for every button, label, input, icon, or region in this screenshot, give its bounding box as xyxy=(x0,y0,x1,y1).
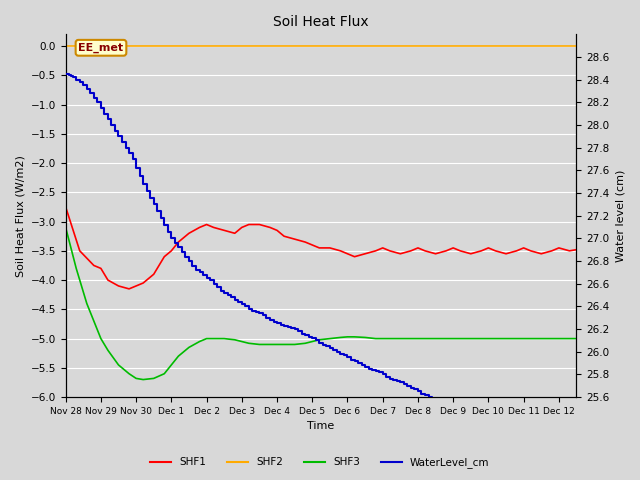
Legend: SHF1, SHF2, SHF3, WaterLevel_cm: SHF1, SHF2, SHF3, WaterLevel_cm xyxy=(146,453,494,472)
Text: EE_met: EE_met xyxy=(79,43,124,53)
Title: Soil Heat Flux: Soil Heat Flux xyxy=(273,15,369,29)
Y-axis label: Soil Heat Flux (W/m2): Soil Heat Flux (W/m2) xyxy=(15,155,25,276)
Y-axis label: Water level (cm): Water level (cm) xyxy=(615,169,625,262)
X-axis label: Time: Time xyxy=(307,421,335,432)
